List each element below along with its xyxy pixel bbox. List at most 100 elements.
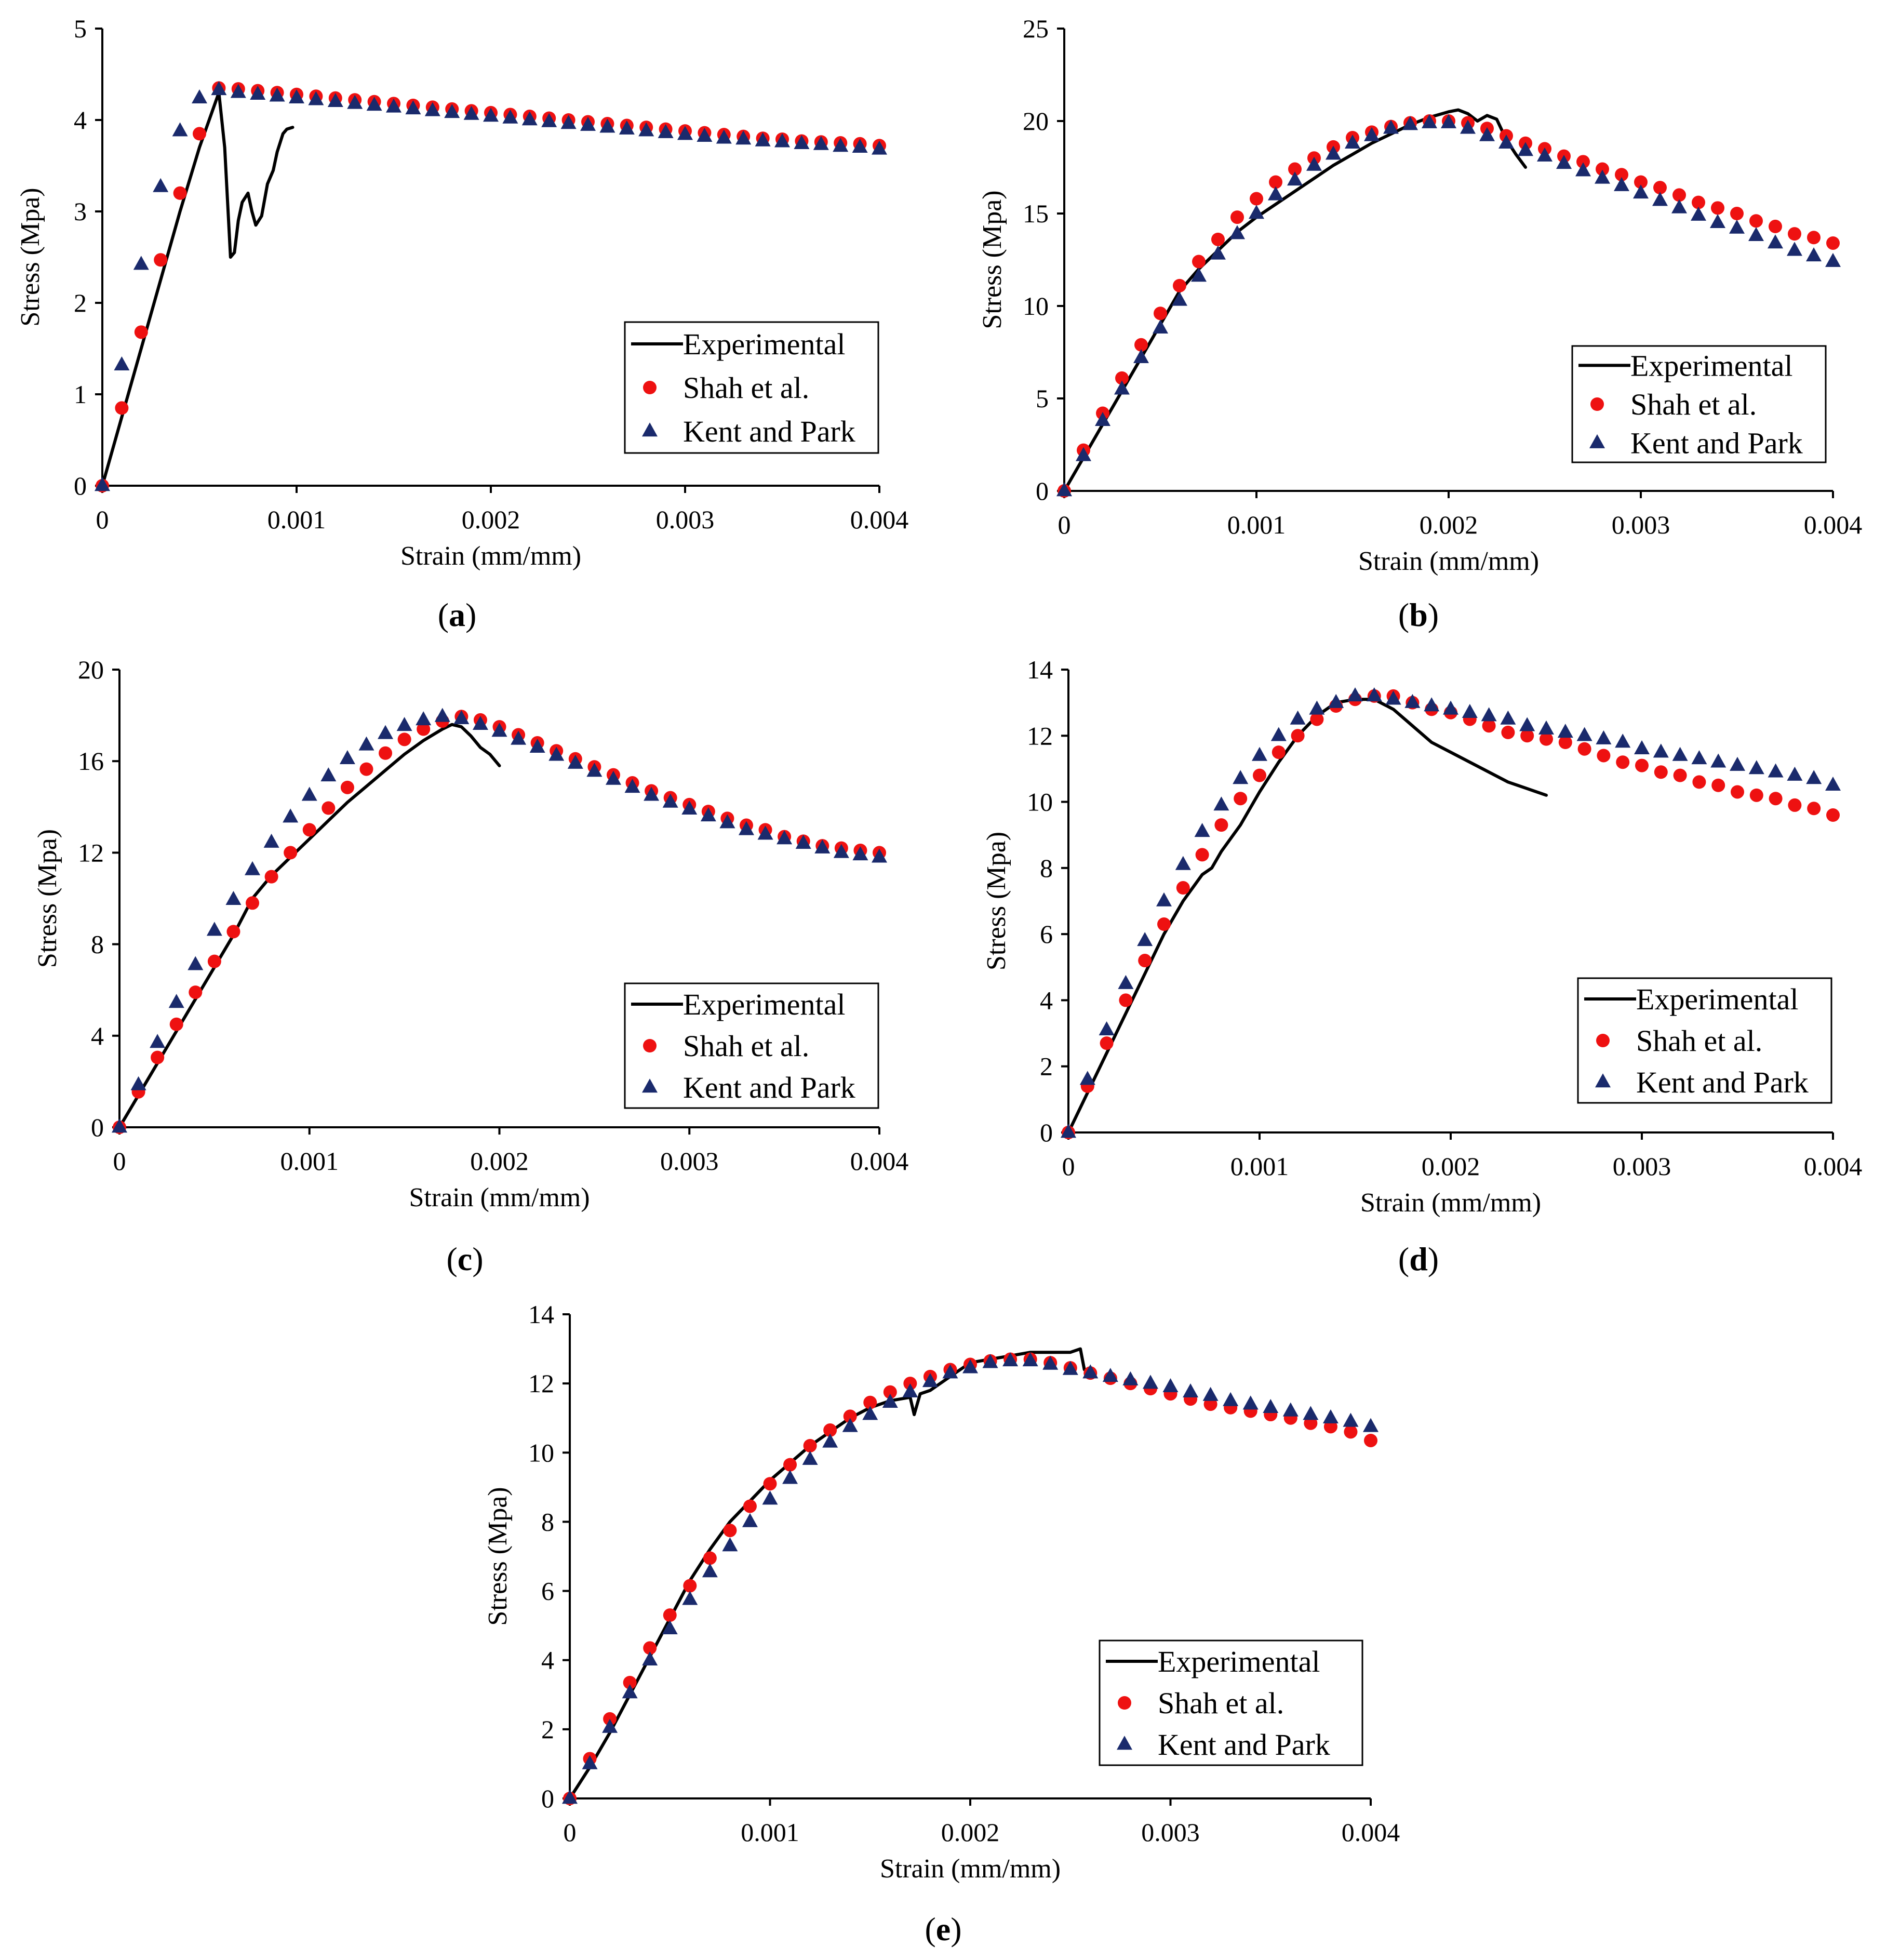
kent-park-point	[605, 770, 621, 785]
kent-park-point	[942, 1364, 958, 1379]
kent-park-point	[872, 848, 887, 863]
shah-point	[1173, 278, 1186, 292]
legend: Experimental Shah et al. Kent and Park	[624, 982, 879, 1109]
caption-letter: d	[1409, 1241, 1428, 1277]
shah-point	[1653, 181, 1667, 195]
kent-park-point	[1056, 482, 1072, 497]
shah-point	[207, 954, 221, 968]
kent-park-point	[1042, 1355, 1059, 1370]
kent-park-point	[1229, 225, 1245, 239]
kent-park-point	[1768, 234, 1783, 249]
kent-park-point	[483, 108, 499, 122]
shah-point	[173, 186, 187, 200]
kent-park-point	[366, 97, 382, 111]
shah-point	[1211, 232, 1225, 246]
y-tick-label: 2	[1040, 1052, 1053, 1081]
shah-point	[1769, 219, 1782, 233]
y-tick-label: 0	[541, 1784, 554, 1813]
y-tick-label: 25	[1023, 14, 1049, 43]
kent-park-point	[662, 1620, 678, 1635]
kent-park-point	[1614, 177, 1629, 191]
kent-park-point	[453, 710, 470, 724]
shah-point	[169, 1017, 183, 1031]
kent-park-point	[114, 356, 130, 370]
kent-park-point	[1825, 252, 1841, 267]
x-tick-label: 0.002	[941, 1818, 1000, 1847]
caption-close: )	[1428, 1241, 1439, 1277]
kent-park-point	[1479, 127, 1495, 141]
kent-park-point	[599, 118, 615, 133]
shah-point	[683, 1579, 697, 1593]
kent-park-point	[1270, 727, 1287, 741]
panel-caption-b: (b)	[1398, 596, 1439, 633]
x-tick-label: 0.004	[1804, 510, 1863, 539]
shah-point	[1100, 1036, 1114, 1050]
kent-park-point	[833, 138, 849, 152]
kent-park-point	[1326, 145, 1341, 160]
shah-point	[1692, 195, 1705, 209]
kent-park-point	[738, 821, 754, 835]
shah-point	[1364, 1433, 1377, 1447]
kent-park-point	[638, 122, 654, 137]
shah-point	[1157, 917, 1171, 931]
kent-park-point	[263, 833, 279, 848]
kent-park-point	[1202, 1386, 1219, 1401]
kent-park-point	[1076, 447, 1091, 461]
legend: Experimental Shah et al. Kent and Park	[624, 321, 879, 454]
kent-park-point	[416, 711, 432, 726]
legend-label-experimental: Experimental	[1158, 1645, 1320, 1678]
kent-park-point	[424, 102, 440, 116]
kent-park-point	[133, 256, 149, 270]
kent-park-point	[624, 779, 640, 793]
y-tick-label: 6	[1040, 919, 1053, 949]
caption-letter: b	[1409, 596, 1428, 633]
x-tick-label: 0.001	[1230, 1152, 1289, 1181]
kent-park-point	[622, 1684, 638, 1699]
kent-park-point	[1172, 291, 1187, 306]
kent-park-point	[339, 750, 355, 765]
x-axis-title: Strain (mm/mm)	[409, 1183, 590, 1212]
panel-caption-d: (d)	[1398, 1241, 1439, 1277]
shah-point	[379, 746, 393, 760]
y-axis-title: Stress (Mpa)	[483, 1487, 513, 1625]
kent-park-point	[1710, 753, 1727, 768]
kent-park-point	[642, 1651, 658, 1665]
kent-park-point	[206, 922, 222, 936]
kent-park-point	[1806, 247, 1822, 262]
y-tick-label: 4	[1040, 985, 1053, 1015]
shah-point	[1731, 785, 1744, 799]
kent-park-point	[112, 1118, 127, 1133]
kent-park-point	[697, 127, 713, 142]
x-tick-label: 0.004	[850, 1146, 909, 1176]
kent-park-point	[1263, 1399, 1279, 1414]
shah-point	[1826, 808, 1840, 822]
kent-park-point	[619, 120, 635, 135]
kent-park-point	[1282, 1402, 1299, 1417]
caption-close: )	[951, 1911, 961, 1948]
legend-label-shah: Shah et al.	[1158, 1686, 1284, 1720]
caption-open: (	[1398, 596, 1409, 633]
shah-point	[843, 1409, 857, 1423]
experimental-curve	[568, 1347, 1086, 1800]
kent-park-point	[1366, 687, 1382, 702]
shah-point	[302, 823, 316, 837]
kent-park-point	[735, 130, 752, 145]
kent-park-point	[602, 1718, 618, 1733]
shah-point	[340, 780, 354, 794]
kent-park-point	[358, 736, 374, 751]
kent-park-point	[1576, 727, 1592, 741]
kent-park-point	[814, 839, 831, 854]
y-tick-label: 0	[1040, 1118, 1053, 1147]
kent-park-point	[1424, 697, 1440, 712]
kent-park-point	[230, 84, 246, 98]
y-tick-label: 4	[91, 1021, 104, 1050]
kent-park-point	[1303, 1406, 1319, 1420]
kent-park-point	[1268, 186, 1283, 201]
kent-park-point	[1306, 156, 1322, 171]
caption-letter: a	[449, 596, 465, 633]
kent-park-point	[1385, 690, 1401, 705]
y-tick-label: 8	[1040, 854, 1053, 883]
kent-park-point	[872, 140, 887, 155]
kent-park-point	[1518, 142, 1533, 156]
kent-park-point	[1122, 1371, 1139, 1385]
